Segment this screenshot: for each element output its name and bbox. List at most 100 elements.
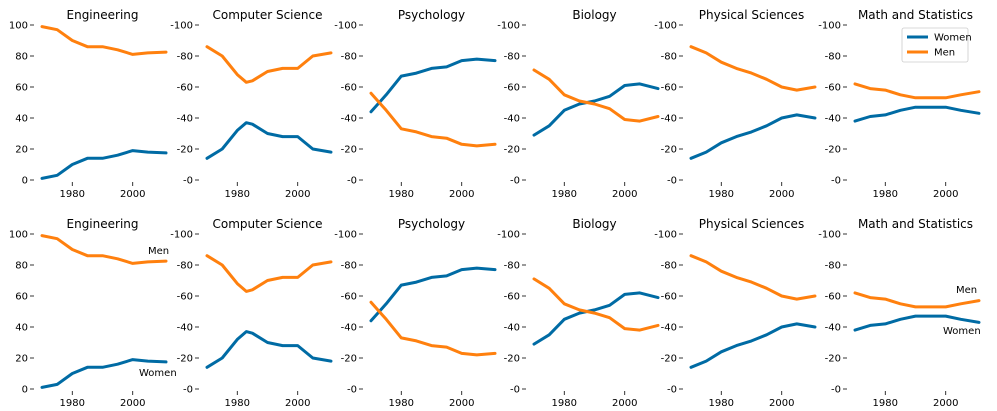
series-line-men [689,45,817,92]
y-tick-label: -20 [825,354,841,365]
x-tick-label: 2000 [120,398,145,409]
panel-title: Math and Statistics [858,8,973,22]
x-tick-label: 1980 [389,398,414,409]
annotation-men: Men [956,285,977,296]
annotation-men: Men [148,246,169,257]
x-tick-label: 2000 [120,189,145,200]
y-tick-label: -40 [661,323,677,334]
x-tick-label: 2000 [612,398,637,409]
y-tick-label: -20 [341,145,357,156]
y-tick-label: -0 [347,385,357,396]
y-tick-label: -20 [341,354,357,365]
series-line-men [853,82,981,100]
y-tick-label: -80 [825,261,841,272]
panel-1-6: Math and Statistics -0 -20 -40 -60 -80 -100 198… [818,8,981,200]
series-line-women [689,322,817,369]
y-tick-label: -100 [497,230,520,241]
panel-1-1: Engineering 0 20 40 60 80 100 1980 2000 [9,8,168,200]
panel-1-2: Computer Science -0 -20 -40 -60 -80 -100 1980 20… [170,8,333,200]
y-tick-label: -40 [825,323,841,334]
series-line-women [689,113,817,160]
x-tick-label: 1980 [225,189,250,200]
y-tick-label: -80 [661,52,677,63]
series-line-women [532,82,660,137]
series-line-women [369,57,497,114]
y-tick-label: 20 [15,145,28,156]
panel-title: Engineering [67,8,139,22]
y-tick-label: -20 [661,354,677,365]
series-line-men [853,291,981,309]
x-tick-label: 1980 [873,189,898,200]
x-tick-label: 1980 [60,398,85,409]
y-tick-label: -20 [661,145,677,156]
series-line-men [689,254,817,301]
y-tick-label: -80 [177,261,193,272]
y-tick-label: -60 [661,83,677,94]
panel-title: Psychology [398,217,465,231]
panel-title: Computer Science [213,8,323,22]
y-tick-label: -0 [183,385,193,396]
y-tick-label: -80 [341,52,357,63]
y-tick-label: -60 [825,83,841,94]
x-tick-label: 2000 [612,189,637,200]
y-tick-label: -0 [667,385,677,396]
y-tick-label: -20 [825,145,841,156]
y-tick-label: -40 [177,323,193,334]
x-tick-label: 1980 [552,189,577,200]
y-tick-label: 40 [15,323,28,334]
y-tick-label: -100 [497,21,520,32]
panel-title: Computer Science [213,217,323,231]
panel-1-5: Physical Sciences -0 -20 -40 -60 -80 -100 1980 2… [654,8,817,200]
y-tick-label: 100 [9,21,28,32]
series-line-women [853,105,981,123]
x-tick-label: 2000 [285,189,310,200]
x-tick-label: 2000 [449,189,474,200]
y-tick-label: -0 [831,176,841,187]
y-tick-label: -80 [825,52,841,63]
y-tick-label: -60 [504,83,520,94]
y-tick-label: -60 [661,292,677,303]
y-tick-label: -100 [170,21,193,32]
panel-title: Biology [572,217,616,231]
y-tick-label: -80 [177,52,193,63]
series-line-men [40,25,168,56]
x-tick-label: 2000 [769,189,794,200]
y-tick-label: -20 [504,354,520,365]
y-tick-label: 100 [9,230,28,241]
panel-title: Biology [572,8,616,22]
y-tick-label: -20 [177,145,193,156]
x-tick-label: 1980 [60,189,85,200]
x-tick-label: 2000 [933,398,958,409]
series-line-women [40,149,168,180]
y-tick-label: 0 [22,385,28,396]
annotation-women: Women [943,326,981,337]
y-tick-label: -60 [341,292,357,303]
series-line-women [853,314,981,332]
y-tick-label: -60 [177,292,193,303]
x-tick-label: 1980 [552,398,577,409]
x-tick-label: 1980 [873,398,898,409]
y-tick-label: -40 [177,114,193,125]
panel-2-6: Math and Statistics -0 -20 -40 -60 -80 -100 198… [818,217,980,409]
y-tick-label: -40 [341,114,357,125]
y-tick-label: -80 [504,261,520,272]
x-tick-label: 1980 [389,189,414,200]
y-tick-label: -20 [177,354,193,365]
y-tick-label: -40 [504,323,520,334]
series-line-men [205,45,333,84]
series-line-women [205,121,333,160]
y-tick-label: -40 [504,114,520,125]
series-line-men [532,277,660,332]
panel-1-4: Biology -0 -20 -40 -60 -80 -100 1980 2000 [497,8,660,200]
y-tick-label: -0 [183,176,193,187]
legend-label-women: Women [934,33,972,44]
panel-2-3: Psychology -0 -20 -40 -60 -80 -100 1980 2000 [334,217,497,409]
x-tick-label: 1980 [709,189,734,200]
panel-2-2: Computer Science -0 -20 -40 -60 -80 -100 1980 20… [170,217,333,409]
panel-title: Engineering [67,217,139,231]
panel-2-5: Physical Sciences -0 -20 -40 -60 -80 -100 1980 2… [654,217,817,409]
y-tick-label: -0 [347,176,357,187]
y-tick-label: -60 [341,83,357,94]
series-line-men [205,254,333,293]
